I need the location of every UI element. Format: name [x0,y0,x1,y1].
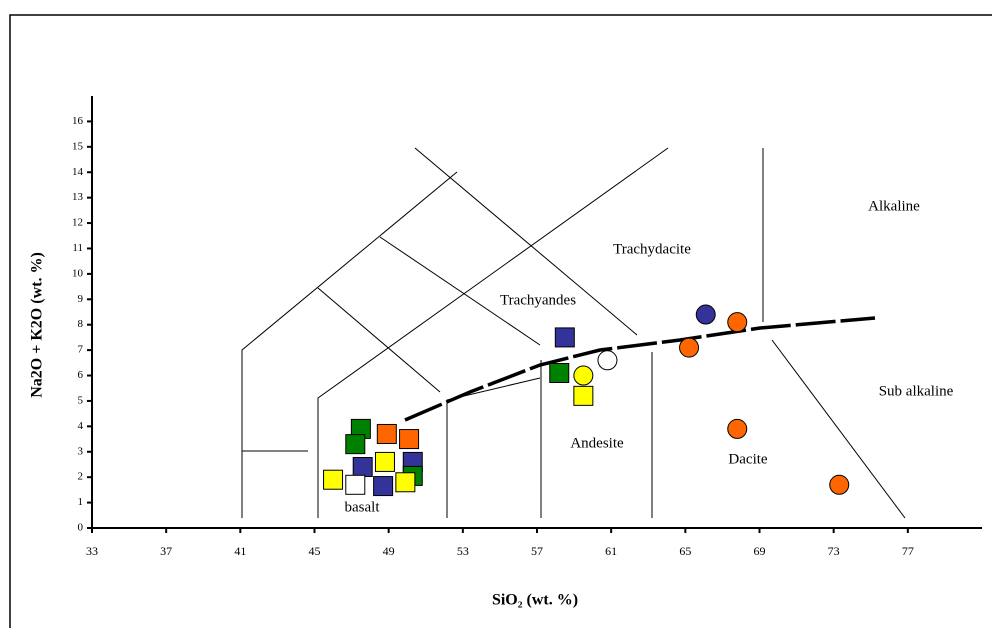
x-tick-label: 37 [160,544,172,558]
y-tick-label: 12 [72,217,83,229]
x-tick-label: 41 [234,544,246,558]
y-tick-label: 6 [78,369,84,381]
y-tick-label: 9 [78,293,84,305]
point [345,474,366,495]
x-tick-label: 61 [605,544,617,558]
frame [9,14,992,628]
field-label: Trachyandes [500,292,576,308]
field-label: basalt [345,499,381,515]
point [352,457,373,478]
y-tick-label: 3 [78,445,84,457]
point [549,362,570,383]
y-tick-label: 2 [78,471,84,483]
point [554,327,575,348]
y-tick-label: 1 [78,496,84,508]
point [679,337,700,358]
point [373,476,394,497]
y-tick-label: 15 [72,140,84,152]
field-boundaries [241,147,906,519]
y-tick-label: 4 [78,420,84,432]
x-tick-label: 73 [828,544,840,558]
field-label: Sub alkaline [879,383,954,399]
x-tick-label: 65 [679,544,691,558]
x-tick-label: 49 [383,544,395,558]
y-tick-label: 0 [78,522,84,534]
point [323,469,344,490]
y-tick-label: 11 [72,242,83,254]
point [573,385,594,406]
field-label: Dacite [728,451,767,467]
y-tick-label: 5 [78,394,84,406]
point [376,423,397,444]
y-tick-label: 10 [72,267,84,279]
x-tick-label: 33 [86,544,98,558]
point [573,365,594,386]
y-tick-label: 13 [72,191,84,203]
point [374,451,395,472]
point [695,304,716,325]
y-tick-label: 14 [72,166,84,178]
point [727,418,748,439]
y-axis-label: Na2O + K2O (wt. %) [29,252,46,398]
field-label: Trachydacite [613,241,691,257]
point [395,472,416,493]
point [597,350,618,371]
x-axis-label: SiO₂ (wt. %) [492,592,578,609]
y-tick-label: 7 [78,344,84,356]
x-tick-label: 69 [754,544,766,558]
point [399,429,420,450]
x-tick-label: 45 [309,544,321,558]
field-label: Andesite [570,435,624,451]
point [829,474,850,495]
y-tick-label: 8 [78,318,84,330]
x-tick-label: 77 [902,544,914,558]
x-tick-label: 57 [531,544,543,558]
y-tick-label: 16 [72,115,84,127]
point [727,312,748,333]
x-tick-label: 53 [457,544,469,558]
field-label: Alkaline [868,198,920,214]
alkaline-divide [404,316,876,422]
point [345,434,366,455]
